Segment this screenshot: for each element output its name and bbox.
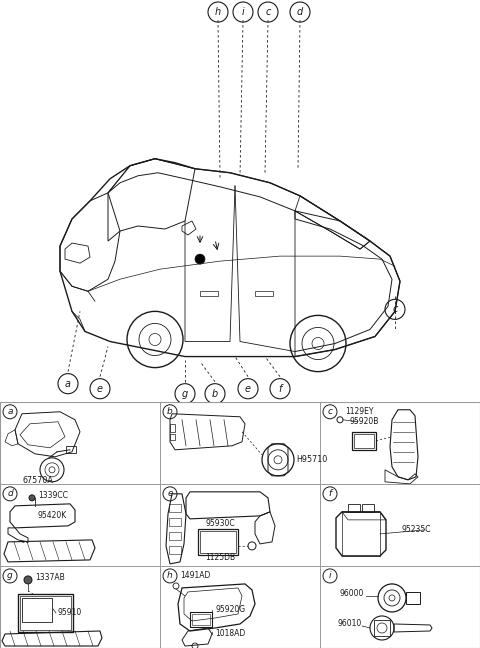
Bar	[18, 594, 73, 632]
Text: H95710: H95710	[296, 456, 327, 465]
Circle shape	[29, 495, 35, 501]
Text: 96000: 96000	[340, 590, 364, 599]
Bar	[198, 529, 238, 555]
Bar	[192, 614, 210, 625]
Text: e: e	[245, 384, 251, 394]
Text: d: d	[297, 7, 303, 17]
Text: e: e	[97, 384, 103, 394]
Bar	[170, 424, 175, 432]
Text: c: c	[327, 408, 333, 416]
Text: 1018AD: 1018AD	[215, 629, 245, 638]
Text: c: c	[265, 7, 271, 17]
Text: 95930C: 95930C	[205, 520, 235, 528]
Circle shape	[24, 576, 32, 584]
Text: 1339CC: 1339CC	[38, 491, 68, 500]
Text: c: c	[392, 305, 398, 314]
Text: 1491AD: 1491AD	[180, 572, 210, 581]
Bar	[255, 292, 273, 296]
Bar	[406, 592, 420, 604]
Bar	[352, 432, 376, 450]
Bar	[20, 596, 71, 630]
Text: 95920B: 95920B	[350, 417, 379, 426]
Bar	[348, 504, 360, 512]
Text: 95920G: 95920G	[215, 605, 245, 614]
Text: 1129EY: 1129EY	[345, 408, 373, 416]
Text: g: g	[7, 572, 13, 581]
Bar	[354, 434, 374, 448]
Text: i: i	[241, 7, 244, 17]
Bar	[362, 504, 374, 512]
Text: h: h	[167, 572, 173, 581]
Text: 95235C: 95235C	[402, 526, 432, 535]
Bar	[200, 292, 218, 296]
Text: b: b	[167, 408, 173, 416]
Text: i: i	[329, 572, 331, 581]
Text: 1125DB: 1125DB	[205, 553, 235, 562]
Text: h: h	[215, 7, 221, 17]
Text: a: a	[65, 378, 71, 389]
Text: f: f	[328, 489, 332, 498]
Text: e: e	[167, 489, 173, 498]
Text: 95910: 95910	[58, 608, 82, 618]
Bar	[66, 446, 76, 453]
Circle shape	[195, 254, 205, 264]
Bar	[190, 612, 212, 627]
Text: 95420K: 95420K	[38, 511, 67, 520]
Bar	[170, 434, 175, 440]
Text: 1337AB: 1337AB	[35, 573, 65, 583]
Bar	[22, 598, 52, 622]
Bar	[169, 546, 181, 554]
Bar	[374, 620, 390, 636]
Bar	[200, 531, 236, 553]
Text: 96010: 96010	[338, 619, 362, 629]
Text: 67570A: 67570A	[23, 476, 53, 485]
Text: d: d	[7, 489, 13, 498]
Bar	[169, 504, 181, 512]
Text: f: f	[278, 384, 282, 394]
Text: a: a	[7, 408, 13, 416]
Text: b: b	[212, 389, 218, 399]
Bar	[169, 532, 181, 540]
Text: g: g	[182, 389, 188, 399]
Bar	[169, 518, 181, 526]
